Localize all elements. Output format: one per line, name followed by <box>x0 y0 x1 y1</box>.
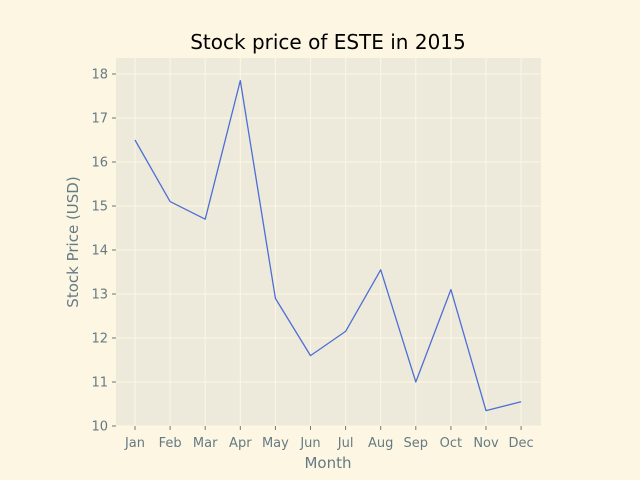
x-tick-label: Feb <box>159 436 182 451</box>
y-tick-label: 14 <box>91 244 108 259</box>
x-tick-label: Mar <box>193 436 218 451</box>
x-tick-label: Jan <box>124 436 145 451</box>
y-axis: 10 11 12 13 14 15 16 17 18 <box>91 68 116 435</box>
x-tick-label: Sep <box>404 436 429 451</box>
grid <box>116 58 541 427</box>
x-tick-label: Jul <box>337 436 354 451</box>
plot-area <box>116 58 541 426</box>
series-group <box>134 79 522 412</box>
x-tick-label: Nov <box>473 436 499 451</box>
y-tick-label: 15 <box>91 200 108 215</box>
y-tick-label: 13 <box>91 288 108 303</box>
y-tick-label: 16 <box>91 156 108 171</box>
x-axis-label: Month <box>304 454 351 472</box>
y-tick-label: 18 <box>91 68 108 83</box>
x-tick-label: Oct <box>440 436 462 451</box>
chart-title: Stock price of ESTE in 2015 <box>190 30 466 54</box>
x-axis: Jan Feb Mar Apr May Jun Jul Aug Sep Oct Nov Dec <box>124 426 534 451</box>
x-tick-label: May <box>262 436 289 451</box>
x-tick-label: Dec <box>509 436 534 451</box>
y-tick-label: 17 <box>91 112 108 127</box>
y-axis-label: Stock Price (USD) <box>64 176 82 307</box>
y-tick-label: 10 <box>91 420 108 435</box>
x-tick-label: Apr <box>229 436 252 451</box>
y-tick-label: 11 <box>91 376 108 391</box>
x-tick-label: Jun <box>299 436 320 451</box>
series-line <box>134 79 522 412</box>
x-tick-label: Aug <box>368 436 393 451</box>
y-tick-label: 12 <box>91 332 108 347</box>
